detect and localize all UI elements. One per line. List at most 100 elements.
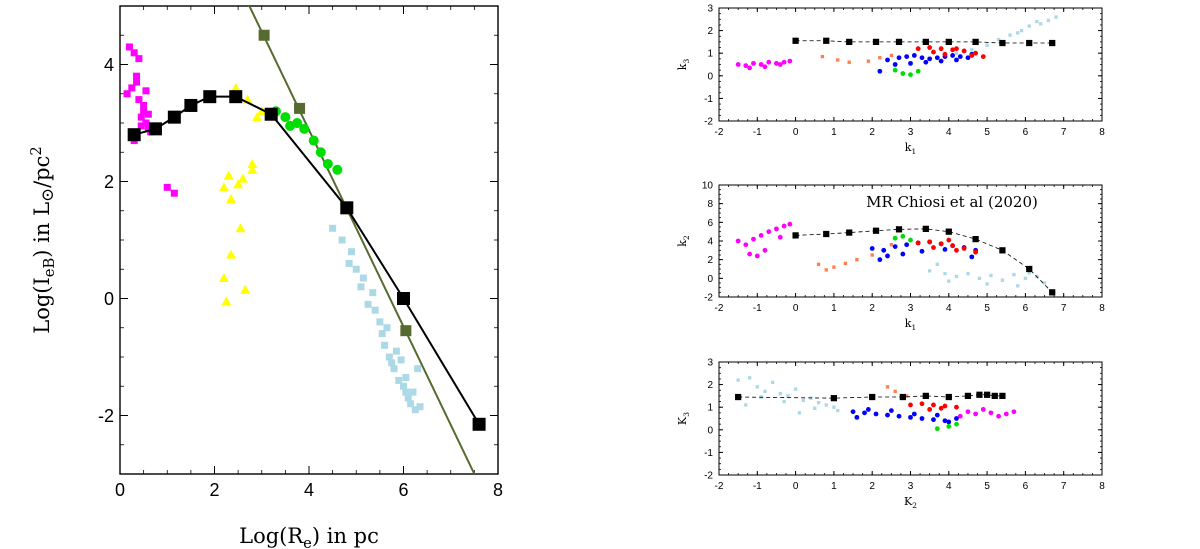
point-blue — [892, 62, 898, 67]
series-line-black-dashed — [795, 40, 1053, 44]
point-lightblue — [1023, 276, 1028, 281]
point-blue — [946, 419, 952, 425]
x-axis-label: k1 — [905, 141, 917, 156]
point-black-dashed — [972, 236, 979, 243]
point-blue — [888, 408, 894, 413]
point-magenta — [762, 64, 768, 70]
x-tick-label: 7 — [1061, 481, 1067, 492]
point-magenta — [747, 65, 753, 71]
point-lightblue — [381, 341, 389, 349]
point-magenta — [163, 183, 171, 191]
point-magenta — [766, 59, 772, 65]
point-lightblue — [816, 401, 821, 405]
point-blue — [919, 248, 925, 254]
point-magenta — [973, 411, 979, 417]
point-magenta — [135, 96, 143, 104]
x-label-sub: 1 — [911, 323, 916, 332]
point-yellow — [218, 182, 229, 192]
point-red — [931, 402, 936, 408]
point-black-dashed — [922, 225, 929, 232]
point-lightblue — [390, 365, 398, 373]
point-yellow — [252, 112, 263, 122]
point-lightblue — [407, 400, 415, 408]
series-line-black-track — [133, 95, 480, 425]
point-orange — [893, 389, 897, 394]
y-tick-label: 4 — [707, 237, 713, 248]
point-lightblue — [801, 398, 805, 403]
point-magenta — [777, 234, 783, 240]
point-blue — [850, 409, 856, 415]
point-magenta — [777, 62, 783, 67]
point-blue — [908, 60, 913, 66]
y-tick-label: 2 — [707, 255, 713, 266]
x-tick-label: -2 — [715, 303, 724, 314]
point-black-dashed — [872, 38, 880, 46]
point-lightblue — [378, 330, 386, 338]
point-lightblue — [832, 405, 836, 409]
point-blue — [877, 257, 883, 263]
x-tick-label: 8 — [1099, 481, 1105, 492]
point-lightblue — [755, 385, 759, 389]
point-blue — [934, 412, 940, 418]
point-green — [299, 123, 310, 134]
point-magenta — [142, 87, 150, 95]
point-orange — [904, 394, 909, 398]
point-lightblue — [813, 406, 817, 411]
point-blue — [942, 247, 948, 252]
point-blue — [931, 417, 936, 423]
x-tick-label: 4 — [304, 480, 314, 500]
y-tick-label: -2 — [704, 293, 713, 304]
point-lightblue — [778, 391, 782, 396]
point-magenta — [774, 226, 779, 232]
y-axis-label: Log(IeB) in L⊙/pc2 — [28, 146, 58, 333]
point-lightblue — [376, 318, 384, 326]
data-group — [735, 15, 1058, 78]
x-axis-label: K2 — [904, 495, 917, 510]
point-yellow — [221, 296, 232, 306]
point-black-track — [127, 128, 141, 142]
y-label-sub: eB — [41, 258, 58, 278]
point-black-track — [229, 90, 243, 104]
point-red — [954, 46, 959, 52]
y-tick-label: -2 — [704, 117, 713, 128]
data-group — [123, 6, 486, 474]
point-magenta — [1011, 409, 1017, 415]
y-label-main: k — [676, 63, 689, 70]
point-green — [908, 237, 913, 243]
point-black-dashed — [922, 392, 929, 400]
point-magenta — [735, 238, 741, 244]
point-magenta — [781, 59, 787, 65]
x-tick-label: 0 — [793, 481, 799, 492]
point-lightblue — [345, 259, 353, 267]
point-magenta — [965, 409, 971, 415]
point-magenta — [751, 60, 756, 66]
point-black-dashed — [823, 37, 830, 44]
x-tick-label: 3 — [908, 303, 914, 314]
point-magenta — [980, 407, 986, 412]
point-lightblue — [369, 289, 377, 297]
point-yellow — [237, 173, 248, 183]
point-black-track — [472, 417, 486, 431]
x-tick-label: 4 — [946, 303, 952, 314]
point-lightblue — [782, 399, 786, 404]
point-blue — [865, 407, 871, 412]
point-red — [908, 402, 913, 408]
point-yellow — [235, 223, 246, 233]
y-axis-label: k2 — [676, 235, 691, 247]
point-lightblue — [357, 283, 365, 291]
point-lightblue — [786, 394, 790, 398]
point-black-dashed — [999, 39, 1006, 47]
y-label-sup: 2 — [28, 146, 45, 155]
point-blue — [954, 57, 959, 63]
point-lightblue — [338, 236, 346, 244]
point-green — [915, 68, 921, 74]
point-lightblue — [770, 380, 775, 385]
point-blue — [896, 55, 902, 61]
point-magenta — [128, 84, 136, 92]
point-lightblue — [359, 274, 367, 282]
point-lightblue — [1027, 24, 1031, 28]
point-magenta — [140, 107, 148, 115]
point-black-dashed — [895, 38, 903, 46]
point-black-dashed — [846, 38, 853, 46]
